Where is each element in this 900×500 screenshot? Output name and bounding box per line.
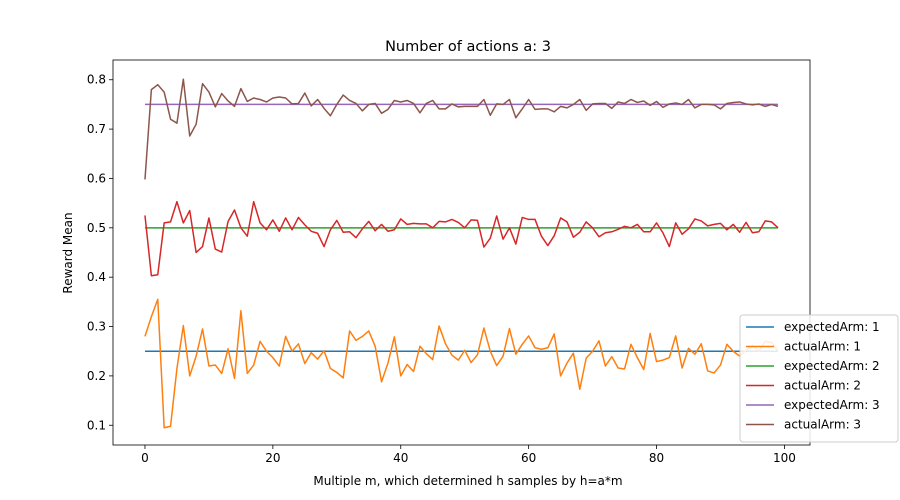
chart-title: Number of actions a: 3 [385, 39, 551, 55]
x-tick-label: 40 [393, 451, 408, 465]
series-line-6 [144, 78, 779, 180]
legend-entry: actualArm: 3 [784, 418, 861, 432]
x-axis: 0 20 40 60 80 100 [141, 445, 796, 465]
y-tick-label: 0.6 [87, 171, 106, 185]
x-tick-label: 80 [649, 451, 664, 465]
legend-entry: expectedArm: 3 [784, 398, 880, 412]
y-tick-label: 0.4 [87, 270, 106, 284]
y-axis-label: Reward Mean [61, 212, 75, 293]
x-tick-label: 0 [141, 451, 149, 465]
series-line-4 [144, 200, 779, 277]
axes-frame [112, 59, 811, 446]
legend-entry: actualArm: 2 [784, 379, 861, 393]
x-tick-label: 20 [265, 451, 280, 465]
y-tick-label: 0.1 [87, 418, 106, 432]
y-tick-label: 0.3 [87, 320, 106, 334]
y-tick-label: 0.7 [87, 122, 106, 136]
y-tick-label: 0.8 [87, 73, 106, 87]
series-line-2 [144, 298, 779, 429]
x-tick-label: 100 [773, 451, 796, 465]
y-tick-label: 0.2 [87, 369, 106, 383]
x-tick-label: 60 [521, 451, 536, 465]
legend-entry: expectedArm: 2 [784, 359, 880, 373]
legend: expectedArm: 1 actualArm: 1 expectedArm: 2… [739, 314, 899, 443]
y-axis: 0.1 0.2 0.3 0.4 0.5 0.6 0.7 0.8 [87, 73, 113, 432]
legend-frame [739, 314, 899, 443]
x-axis-label: Multiple m, which determined h samples b… [313, 474, 622, 488]
legend-entry: expectedArm: 1 [784, 320, 880, 334]
legend-entry: actualArm: 1 [784, 340, 861, 354]
y-tick-label: 0.5 [87, 221, 106, 235]
plot-area [112, 59, 811, 446]
